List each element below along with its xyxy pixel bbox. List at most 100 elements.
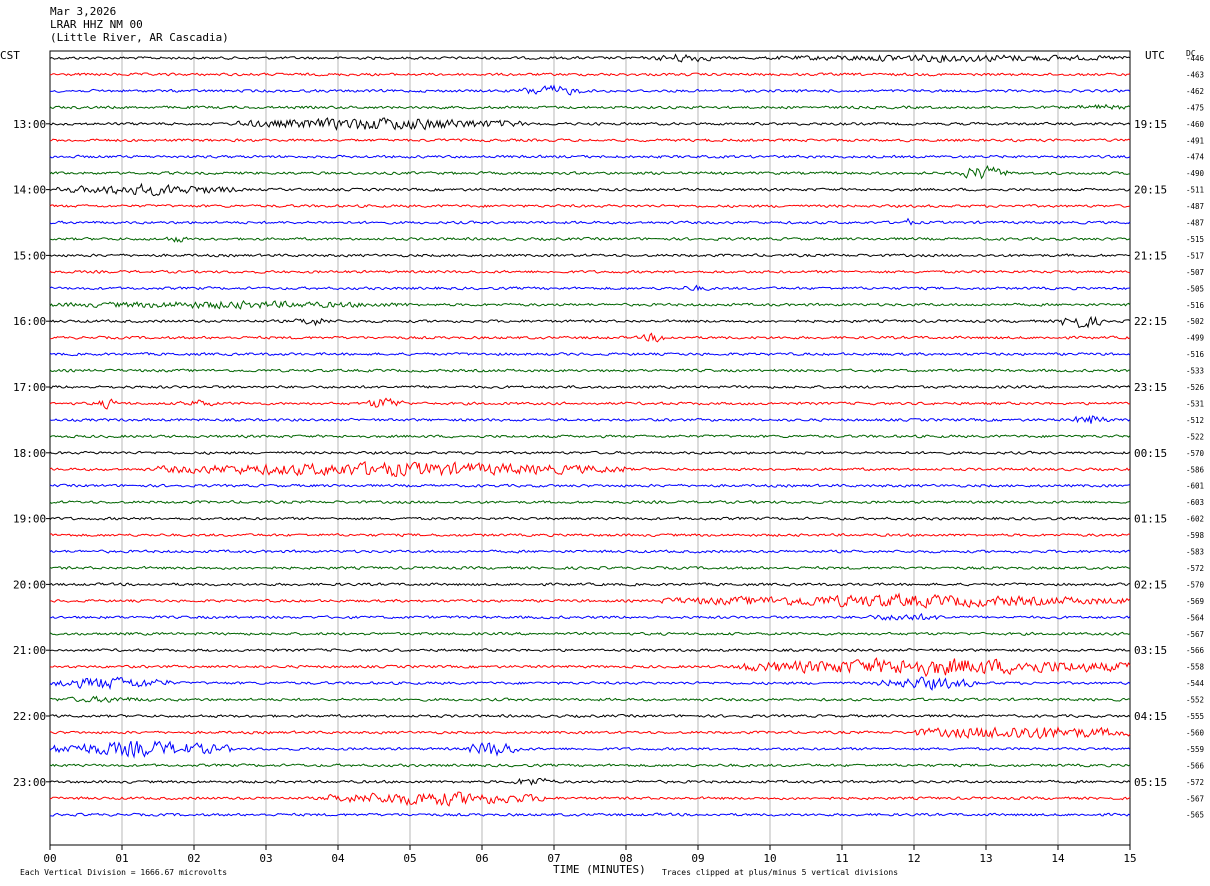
seismic-trace (49, 695, 1131, 703)
dc-offset-label: -526 (1186, 383, 1205, 392)
dc-offset-label: -502 (1186, 317, 1204, 326)
x-tick-label: 07 (547, 852, 560, 865)
dc-offset-label: -516 (1186, 301, 1205, 310)
dc-offset-label: -603 (1186, 498, 1204, 507)
x-tick-label: 01 (115, 852, 128, 865)
dc-offset-label: -569 (1186, 597, 1204, 606)
dc-offset-label: -474 (1186, 153, 1205, 162)
seismic-trace (49, 500, 1131, 505)
dc-offset-label: -572 (1186, 778, 1204, 787)
utc-hour-label: 23:15 (1134, 381, 1167, 394)
seismic-trace (49, 368, 1131, 373)
seismic-trace (50, 592, 1131, 609)
dc-offset-label: -544 (1186, 679, 1205, 688)
seismic-trace (49, 631, 1131, 636)
seismic-trace (49, 460, 1131, 477)
cst-hour-label: 20:00 (13, 578, 46, 591)
seismic-trace (49, 533, 1131, 538)
dc-offset-label: -583 (1186, 548, 1204, 557)
dc-offset-label: -499 (1186, 334, 1204, 343)
x-tick-label: 13 (979, 852, 992, 865)
dc-offset-label: -567 (1186, 630, 1204, 639)
seismic-trace (49, 204, 1131, 209)
utc-hour-label: 22:15 (1134, 315, 1167, 328)
dc-offset-label: -564 (1186, 613, 1205, 622)
cst-hour-label: 18:00 (13, 447, 46, 460)
cst-hour-label: 14:00 (13, 184, 46, 197)
chart-location: (Little River, AR Cascadia) (50, 31, 229, 44)
utc-hour-label: 03:15 (1134, 644, 1167, 657)
utc-hour-label: 19:15 (1134, 118, 1167, 131)
seismic-trace (49, 791, 1131, 807)
seismic-trace (49, 269, 1131, 274)
x-tick-label: 10 (763, 852, 776, 865)
dc-offset-label: -446 (1186, 54, 1205, 63)
dc-offset-label: -505 (1186, 284, 1204, 293)
scale-note: Each Vertical Division = 1666.67 microvo… (20, 868, 228, 877)
x-tick-label: 04 (331, 852, 345, 865)
right-timezone: UTC (1145, 49, 1165, 62)
dc-offset-label: -570 (1186, 449, 1205, 458)
seismic-trace (49, 713, 1131, 719)
dc-offset-label: -460 (1186, 120, 1205, 129)
seismic-trace (49, 217, 1131, 226)
seismic-trace (49, 284, 1131, 292)
seismic-trace (49, 53, 1131, 63)
seismic-trace (49, 164, 1131, 180)
dc-offset-label: -559 (1186, 745, 1204, 754)
utc-hour-label: 02:15 (1134, 578, 1167, 591)
x-tick-label: 14 (1051, 852, 1065, 865)
dc-offset-label: -555 (1186, 712, 1204, 721)
seismic-trace (49, 253, 1131, 258)
dc-offset-label: -490 (1186, 169, 1205, 178)
seismic-trace (49, 332, 1131, 343)
seismic-trace (49, 352, 1131, 357)
x-tick-label: 00 (43, 852, 56, 865)
seismic-trace (49, 415, 1131, 424)
dc-offset-label: -601 (1186, 482, 1204, 491)
dc-offset-label: -533 (1186, 367, 1204, 376)
dc-offset-label: -475 (1186, 103, 1204, 112)
seismic-trace (49, 740, 1131, 759)
x-tick-label: 08 (619, 852, 632, 865)
seismic-trace (49, 516, 1131, 521)
seismic-trace (49, 299, 1131, 310)
seismic-trace (49, 138, 1131, 143)
seismic-trace (49, 582, 1131, 587)
cst-hour-label: 16:00 (13, 315, 46, 328)
utc-hour-label: 20:15 (1134, 184, 1167, 197)
seismic-trace (49, 103, 1131, 111)
dc-offset-label: -566 (1186, 646, 1205, 655)
seismic-trace (49, 117, 1131, 131)
x-axis-label: TIME (MINUTES) (553, 863, 646, 876)
chart-station: LRAR HHZ NM 00 (50, 18, 143, 31)
dc-offset-label: -531 (1186, 399, 1204, 408)
plot-frame (49, 50, 1131, 846)
cst-hour-label: 17:00 (13, 381, 46, 394)
utc-hour-label: 04:15 (1134, 710, 1167, 723)
dc-offset-label: -487 (1186, 219, 1204, 228)
seismic-trace (49, 657, 1131, 678)
dc-offset-label: -572 (1186, 564, 1204, 573)
seismic-trace (49, 434, 1131, 439)
dc-offset-label: -491 (1186, 136, 1204, 145)
dc-offset-label: -512 (1186, 416, 1204, 425)
utc-hour-label: 01:15 (1134, 513, 1167, 526)
seismic-trace (49, 450, 1131, 455)
x-tick-label: 09 (691, 852, 704, 865)
dc-label: DC (1186, 49, 1196, 58)
cst-hour-label: 13:00 (13, 118, 46, 131)
seismic-trace (49, 315, 1131, 329)
clip-note: Traces clipped at plus/minus 5 vertical … (662, 868, 899, 877)
seismic-trace (49, 84, 1131, 96)
dc-offset-label: -602 (1186, 515, 1204, 524)
x-tick-label: 02 (187, 852, 200, 865)
dc-offset-label: -560 (1186, 728, 1205, 737)
left-timezone: CST (0, 49, 20, 62)
seismic-trace (49, 777, 1131, 786)
seismic-trace (49, 565, 1131, 570)
seismic-trace (49, 72, 1131, 77)
x-tick-label: 15 (1123, 852, 1136, 865)
seismic-trace (49, 763, 1131, 768)
